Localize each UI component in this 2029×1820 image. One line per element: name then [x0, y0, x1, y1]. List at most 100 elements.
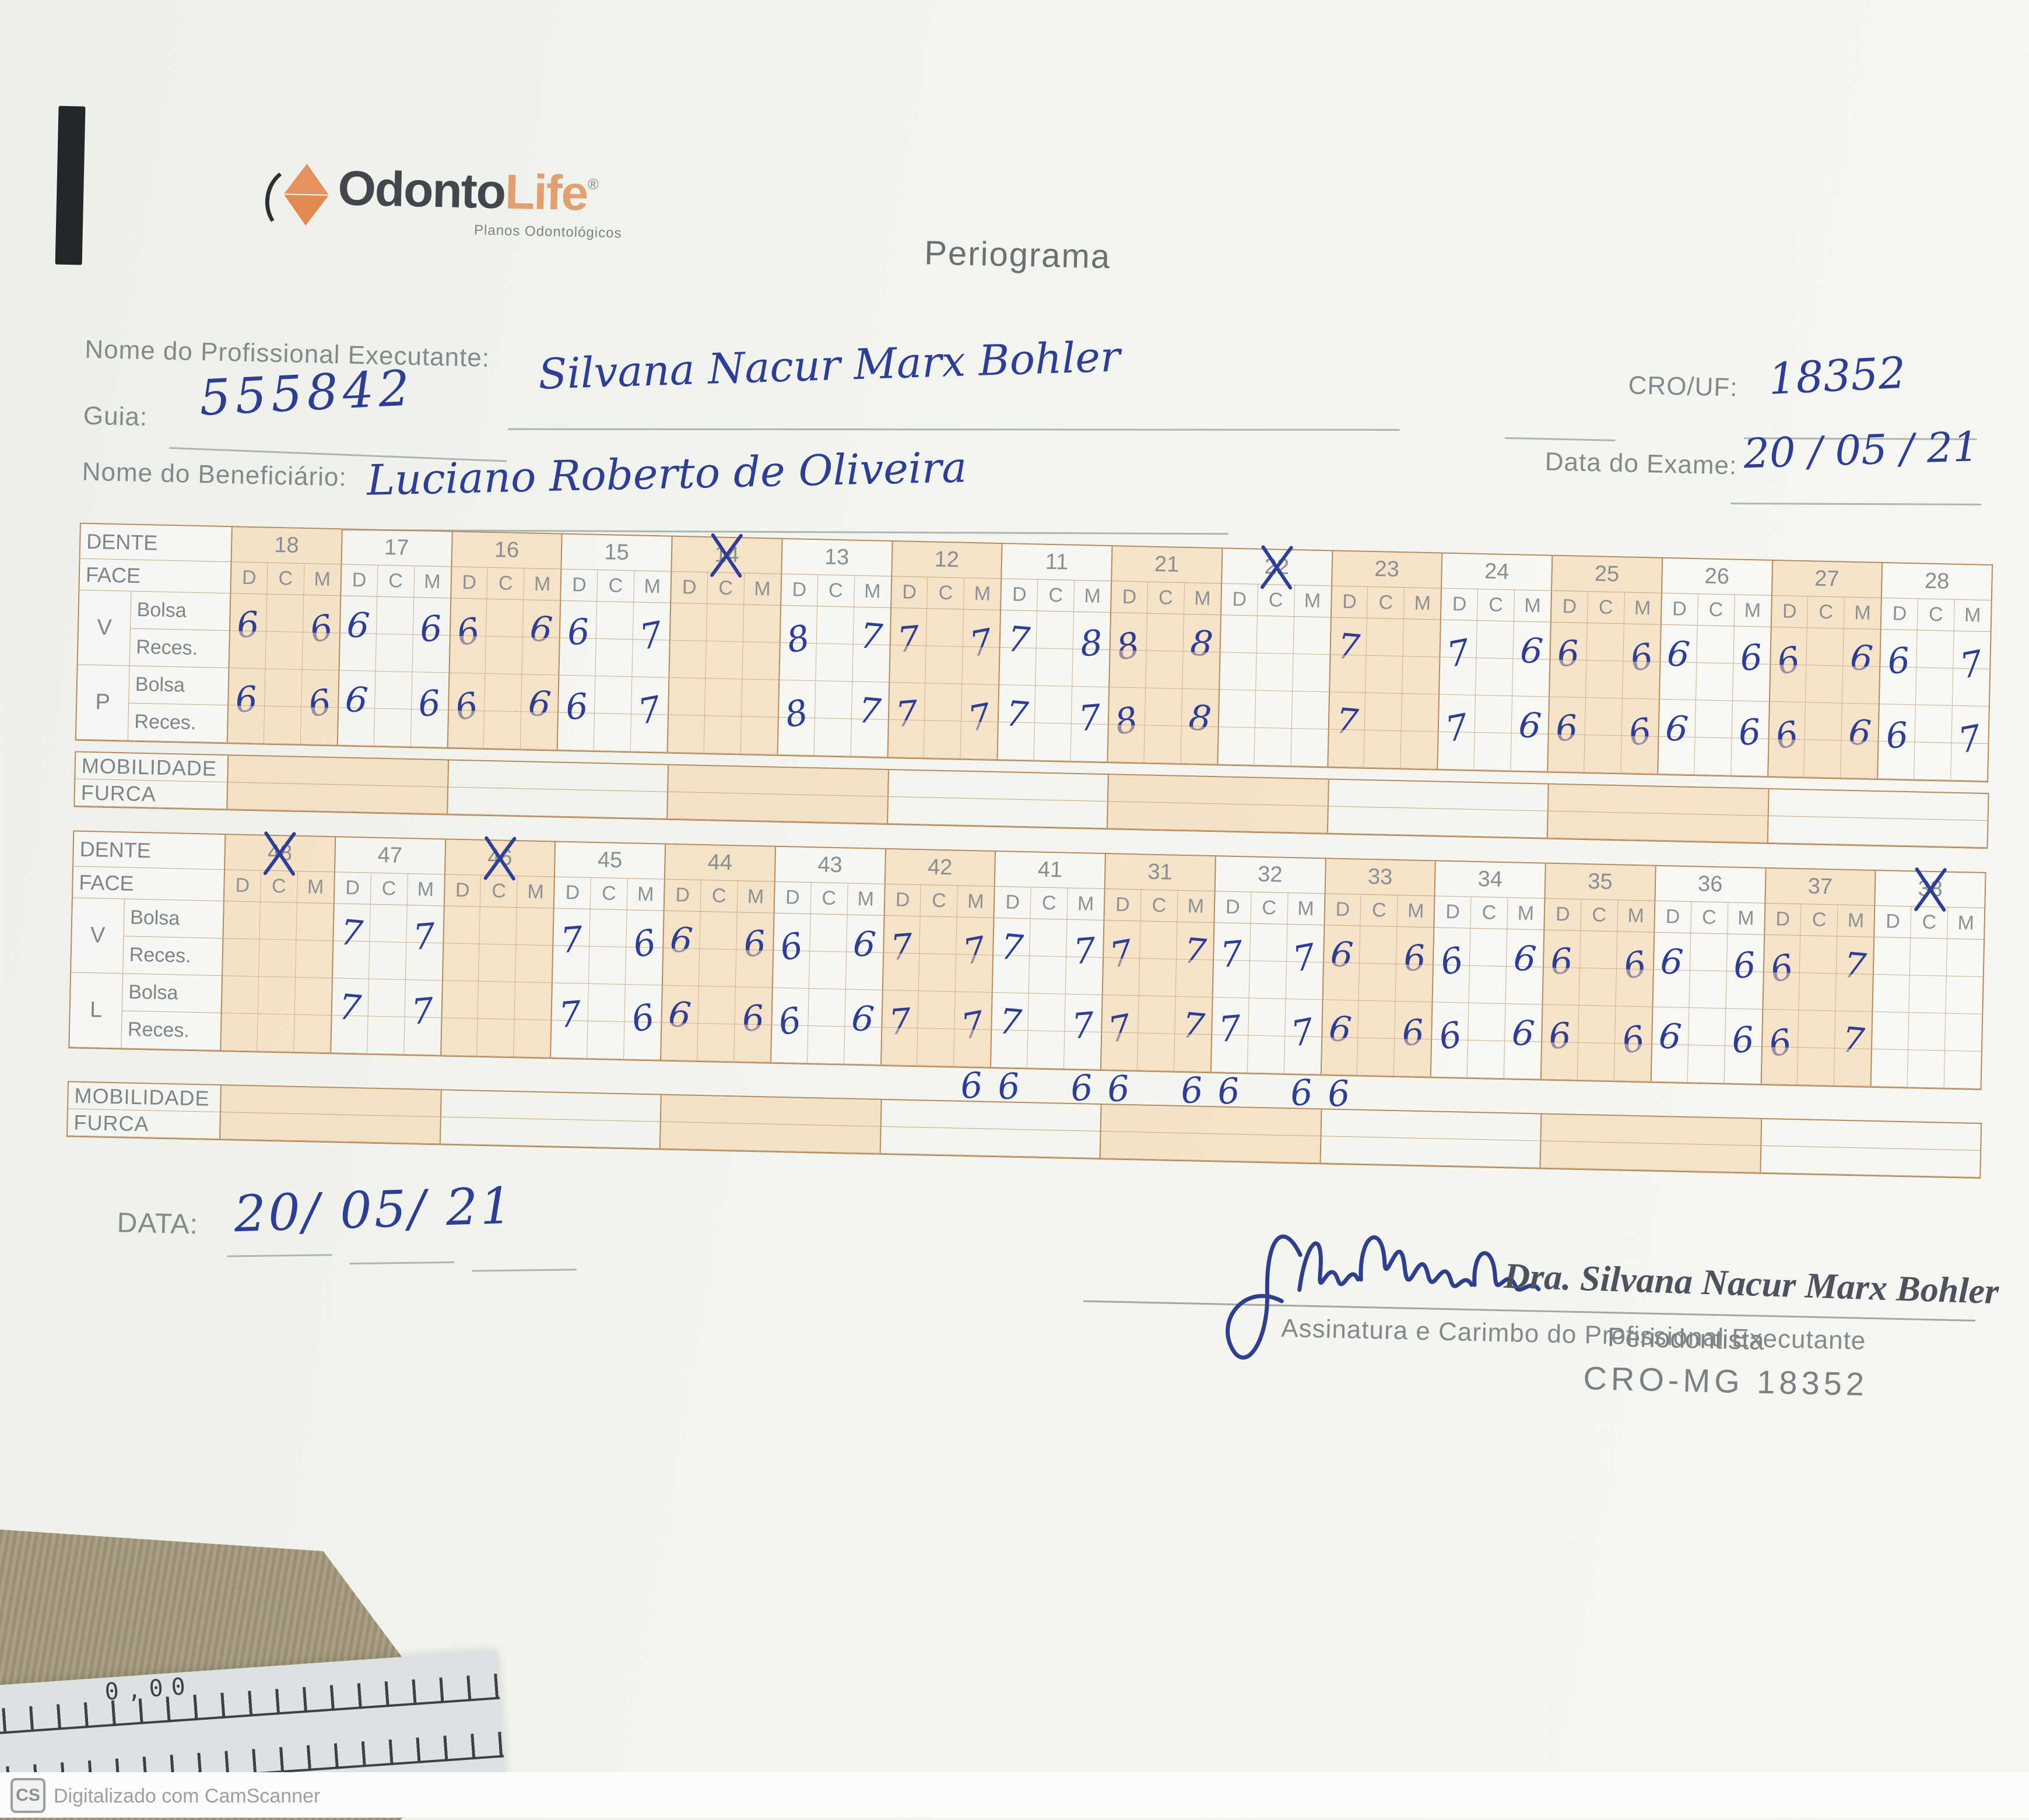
value-cell: 7: [331, 978, 368, 1029]
value-cell: [1401, 694, 1439, 732]
value-cell: [550, 1020, 588, 1059]
value-cell: [1326, 729, 1365, 768]
furca-label: FURCA: [67, 1109, 220, 1140]
value-cell: [705, 604, 743, 642]
tooth-number: 13: [781, 539, 892, 577]
face-letter: D: [663, 879, 701, 912]
value-cell: [1146, 613, 1184, 652]
guia-value: 555842: [198, 359, 416, 427]
value-cell: [552, 946, 589, 984]
value-cell: 6: [1732, 626, 1771, 679]
value-cell: [1065, 957, 1103, 996]
lower-arch-table: DENTEFACEVBolsaReces.LBolsaReces.48DCM47…: [68, 830, 1986, 1115]
mobility-cell: [1767, 816, 1988, 848]
tooth-number: 23: [1331, 551, 1442, 589]
value-cell: [1916, 630, 1954, 669]
face-letter: D: [773, 881, 811, 915]
value-cell: [808, 951, 846, 990]
value-cell: 6: [410, 672, 448, 725]
value-cell: 6: [339, 596, 377, 647]
value-cell: 6: [1731, 701, 1769, 754]
value-cell: 6: [1841, 703, 1879, 754]
value-cell: [1285, 961, 1323, 1000]
mobility-cell: [1326, 806, 1547, 838]
value-cell: 7: [1836, 936, 1874, 987]
value-cell: [777, 717, 815, 756]
value-cell: [1540, 1042, 1578, 1080]
value-cell: [809, 914, 847, 953]
value-cell: 6: [559, 600, 597, 653]
mobility-cell: [446, 787, 668, 819]
value-cell: 7: [631, 677, 669, 733]
value-cell: [1547, 734, 1585, 772]
value-cell: 6: [626, 910, 664, 966]
value-cell: [1510, 733, 1548, 772]
value-cell: [1650, 1044, 1688, 1083]
mobility-cell: [886, 796, 1107, 829]
face-letter: M: [736, 881, 774, 913]
face-letter: D: [883, 884, 921, 917]
face-letter: M: [853, 575, 891, 608]
scan-registration-mark: [55, 106, 86, 265]
tooth-number: 25: [1550, 556, 1662, 593]
value-cell: [338, 633, 376, 672]
mobilidade-label: MOBILIDADE: [68, 1082, 220, 1113]
value-cell: [1145, 651, 1183, 689]
tooth-number: 14: [671, 532, 782, 578]
value-cell: 7: [882, 915, 920, 968]
value-cell: [405, 942, 443, 981]
value-cell: [412, 635, 450, 673]
value-cell: [1291, 691, 1329, 730]
mobility-cell: [1759, 1146, 1981, 1178]
value-cell: [593, 713, 631, 752]
value-cell: [1468, 965, 1506, 1004]
value-cell: [1835, 974, 1873, 1012]
tooth-number: 41: [994, 851, 1105, 890]
value-cell: 7: [1064, 994, 1102, 1047]
value-cell: [1254, 728, 1291, 766]
value-cell: [845, 952, 883, 990]
face-letter: C: [1807, 596, 1845, 629]
value-cell: 7: [999, 610, 1037, 661]
value-cell: [483, 711, 521, 750]
face-letter: C: [700, 880, 738, 913]
value-cell: 6: [1322, 925, 1360, 976]
value-cell: [294, 977, 332, 1016]
value-cell: [1358, 963, 1396, 1002]
mobility-cell: [1546, 811, 1768, 843]
face-letter: M: [1066, 888, 1104, 921]
value-cell: 6: [447, 673, 485, 729]
value-cell: [661, 948, 700, 986]
value-cell: [880, 1027, 918, 1066]
face-letter: M: [1073, 580, 1111, 613]
value-cell: 6: [1763, 934, 1800, 990]
value-cell: 6: [662, 911, 700, 961]
value-cell: [808, 989, 845, 1027]
value-cell: [888, 645, 926, 684]
value-cell: [259, 902, 297, 940]
face-letter: M: [633, 571, 671, 603]
tooth-number: 43: [774, 846, 885, 884]
value-cell: 7: [880, 990, 919, 1043]
face-letter: C: [1477, 589, 1515, 622]
value-cell: [1438, 657, 1476, 695]
face-letter: C: [1030, 887, 1068, 920]
face-letter: M: [963, 578, 1001, 611]
value-cell: 7: [1437, 694, 1476, 750]
cro-value: 18352: [1767, 347, 1907, 405]
value-cell: [1144, 688, 1182, 726]
row-label: Reces.: [122, 936, 223, 976]
value-cell: [1873, 937, 1911, 976]
value-cell: [961, 647, 999, 686]
tooth-number: 12: [890, 541, 1002, 579]
value-cell: [1476, 620, 1514, 659]
dente-header: DENTE: [79, 523, 231, 563]
value-cell: 6: [845, 915, 884, 965]
value-cell: [366, 1016, 405, 1055]
value-cell: [660, 1023, 698, 1061]
value-cell: [742, 642, 780, 680]
value-cell: 6: [1320, 1037, 1358, 1115]
value-cell: 8: [779, 605, 817, 661]
face-letter: D: [1433, 896, 1471, 929]
face-letter: M: [1513, 590, 1551, 623]
